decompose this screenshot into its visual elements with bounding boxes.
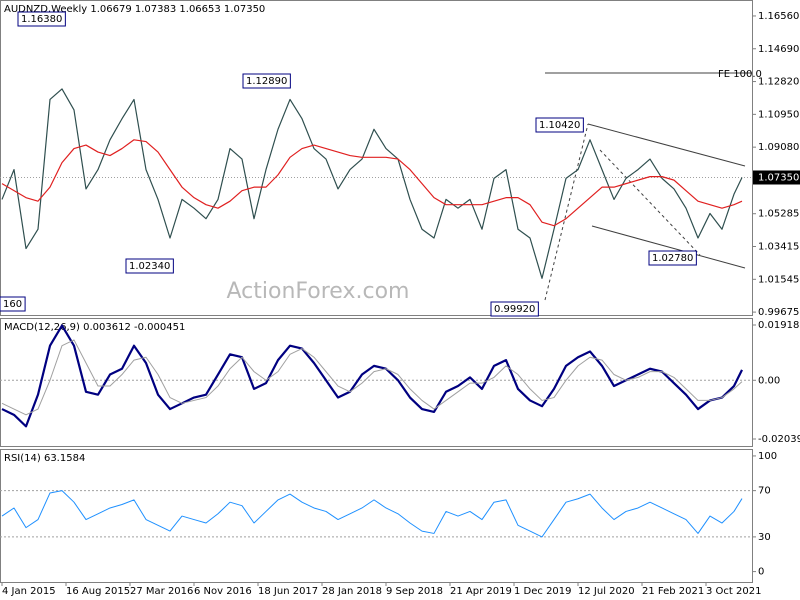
indicator-label: RSI(14) 63.1584 [4, 453, 85, 464]
indicator-label: MACD(12,26,9) 0.003612 -0.000451 [4, 322, 185, 333]
y-tick-label: 100 [758, 451, 777, 462]
x-tick-label: 12 Jul 2020 [578, 586, 635, 597]
series-line [1, 339, 743, 416]
series-line [1, 490, 743, 538]
annotation-box [535, 117, 584, 133]
annotation-label: FE 100.0 [718, 69, 762, 80]
macd-panel [0, 318, 753, 447]
annotation-label: 160 [3, 299, 22, 310]
series-line [1, 139, 743, 227]
annotation-label: 1.10420 [539, 120, 580, 131]
fib-leg [599, 149, 701, 256]
annotation-label: 1.02780 [652, 253, 693, 264]
fib-leg [544, 123, 589, 301]
annotation: 1.16380 [17, 11, 66, 27]
annotation-label: 1.02340 [129, 261, 170, 272]
annotation-box [242, 73, 291, 89]
channel-lower [591, 225, 746, 269]
x-tick-label: 28 Jan 2018 [322, 586, 382, 597]
annotation: 1.02780 [648, 250, 697, 266]
y-tick-label: -0.020394 [758, 434, 800, 445]
x-tick-label: 21 Apr 2019 [450, 586, 512, 597]
y-tick-label: 70 [758, 486, 771, 497]
y-tick-label: 0 [758, 567, 764, 578]
annotation-box [490, 301, 539, 317]
x-tick-label: 9 Sep 2018 [386, 586, 443, 597]
current-price-box [753, 170, 800, 185]
annotation-box [648, 250, 697, 266]
x-tick-label: 18 Jun 2017 [258, 586, 318, 597]
chart-title: AUDNZD,Weekly 1.06679 1.07383 1.06653 1.… [4, 4, 265, 15]
annotation-label: 0.99920 [494, 304, 535, 315]
price-panel [0, 0, 753, 316]
current-price-label: 1.07350 [758, 172, 799, 183]
series-line [1, 324, 743, 428]
annotation: FE 100.0 [718, 69, 762, 80]
annotation-label: 1.16380 [21, 14, 62, 25]
y-tick-label: 1.10950 [758, 109, 799, 120]
x-tick-label: 3 Oct 2021 [706, 586, 761, 597]
y-tick-label: 1.09080 [758, 142, 799, 153]
y-tick-label: 1.12820 [758, 77, 799, 88]
x-tick-label: 21 Feb 2021 [642, 586, 704, 597]
x-tick-label: 1 Dec 2019 [514, 586, 572, 597]
annotation: 160 [0, 296, 26, 312]
annotation: 1.02340 [125, 258, 174, 274]
y-tick-label: 30 [758, 532, 771, 543]
annotation: 0.99920 [490, 301, 539, 317]
annotation-box [0, 296, 26, 312]
y-tick-label: 0.00 [758, 375, 780, 386]
x-tick-label: 16 Aug 2015 [66, 586, 130, 597]
y-tick-label: 0.019186 [758, 320, 800, 331]
rsi-panel [0, 449, 753, 583]
y-tick-label: 1.03415 [758, 242, 799, 253]
y-tick-label: 1.14690 [758, 44, 799, 55]
annotation-box [125, 258, 174, 274]
y-tick-label: 0.99675 [758, 307, 799, 318]
annotation-label: 1.12890 [246, 76, 287, 87]
x-tick-label: 4 Jan 2015 [2, 586, 56, 597]
channel-upper [587, 123, 746, 167]
x-tick-label: 6 Nov 2016 [194, 586, 252, 597]
annotation: 1.10420 [535, 117, 584, 133]
annotation: 1.12890 [242, 73, 291, 89]
y-tick-label: 1.16560 [758, 11, 799, 22]
watermark: ActionForex.com [227, 279, 410, 304]
y-tick-label: 1.05285 [758, 209, 799, 220]
annotation-box [17, 11, 66, 27]
x-tick-label: 27 Mar 2016 [130, 586, 193, 597]
y-tick-label: 1.01545 [758, 274, 799, 285]
